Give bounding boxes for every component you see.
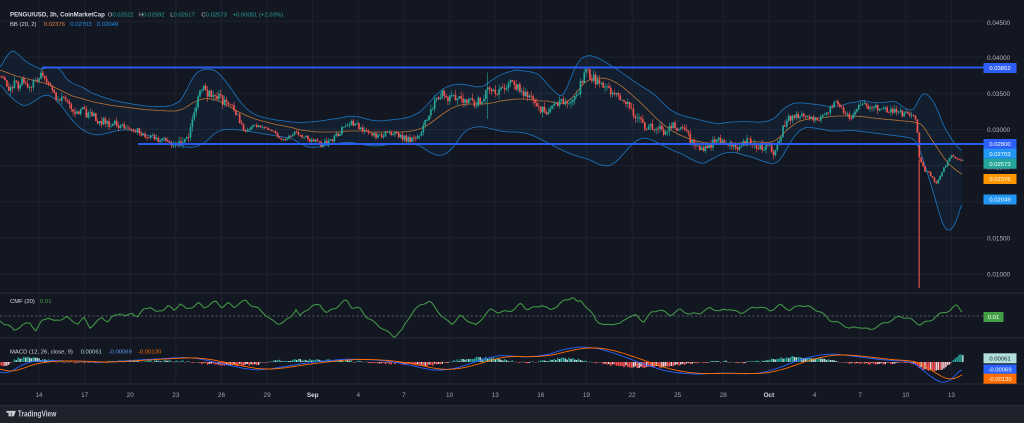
svg-text:0.04000: 0.04000 <box>987 55 1011 62</box>
svg-text:0.02800: 0.02800 <box>989 142 1011 148</box>
svg-text:0.00061: 0.00061 <box>989 357 1010 363</box>
svg-text:20: 20 <box>127 392 135 399</box>
svg-text:PENGU/USD, 3h, CoinMarketCap: PENGU/USD, 3h, CoinMarketCap <box>10 12 105 19</box>
svg-text:0.03862: 0.03862 <box>989 66 1010 72</box>
svg-text:26: 26 <box>218 392 226 399</box>
svg-text:0.01500: 0.01500 <box>987 236 1011 243</box>
svg-text:28: 28 <box>720 392 728 399</box>
svg-text:13: 13 <box>492 392 500 399</box>
svg-text:22: 22 <box>629 392 637 399</box>
svg-text:16: 16 <box>537 392 545 399</box>
svg-text:Oct: Oct <box>764 392 776 399</box>
svg-text:10: 10 <box>902 392 910 399</box>
svg-text:Sep: Sep <box>307 392 319 399</box>
svg-text:-0.00069: -0.00069 <box>988 368 1011 374</box>
svg-text:0.01000: 0.01000 <box>987 272 1011 279</box>
svg-text:29: 29 <box>264 392 272 399</box>
svg-text:0.02573: 0.02573 <box>989 162 1011 168</box>
svg-text:10: 10 <box>446 392 454 399</box>
svg-text:4: 4 <box>357 392 361 399</box>
svg-text:14: 14 <box>35 392 43 399</box>
svg-text:19: 19 <box>583 392 591 399</box>
svg-text:17: 17 <box>81 392 89 399</box>
svg-text:CMF (20)0.01: CMF (20) 0.01 <box>10 299 51 305</box>
svg-text:7: 7 <box>402 392 406 399</box>
svg-text:TradingView: TradingView <box>18 410 57 419</box>
svg-text:0.02376: 0.02376 <box>989 177 1011 183</box>
svg-text:25: 25 <box>674 392 682 399</box>
svg-text:0.01: 0.01 <box>988 315 999 321</box>
svg-text:13: 13 <box>948 392 956 399</box>
svg-text:23: 23 <box>172 392 180 399</box>
svg-text:-0.00130: -0.00130 <box>988 377 1012 383</box>
svg-text:0.02703: 0.02703 <box>989 152 1011 158</box>
svg-text:0.04500: 0.04500 <box>987 20 1011 27</box>
svg-text:0.03500: 0.03500 <box>987 91 1011 98</box>
svg-text:4: 4 <box>813 392 817 399</box>
svg-text:0.02049: 0.02049 <box>989 198 1010 204</box>
svg-text:MACD (12, 26, close, 9)0.00061: MACD (12, 26, close, 9) 0.00061 -0.00069 -0… <box>10 350 162 356</box>
svg-text:7: 7 <box>858 392 862 399</box>
svg-text:0.03000: 0.03000 <box>987 127 1011 134</box>
